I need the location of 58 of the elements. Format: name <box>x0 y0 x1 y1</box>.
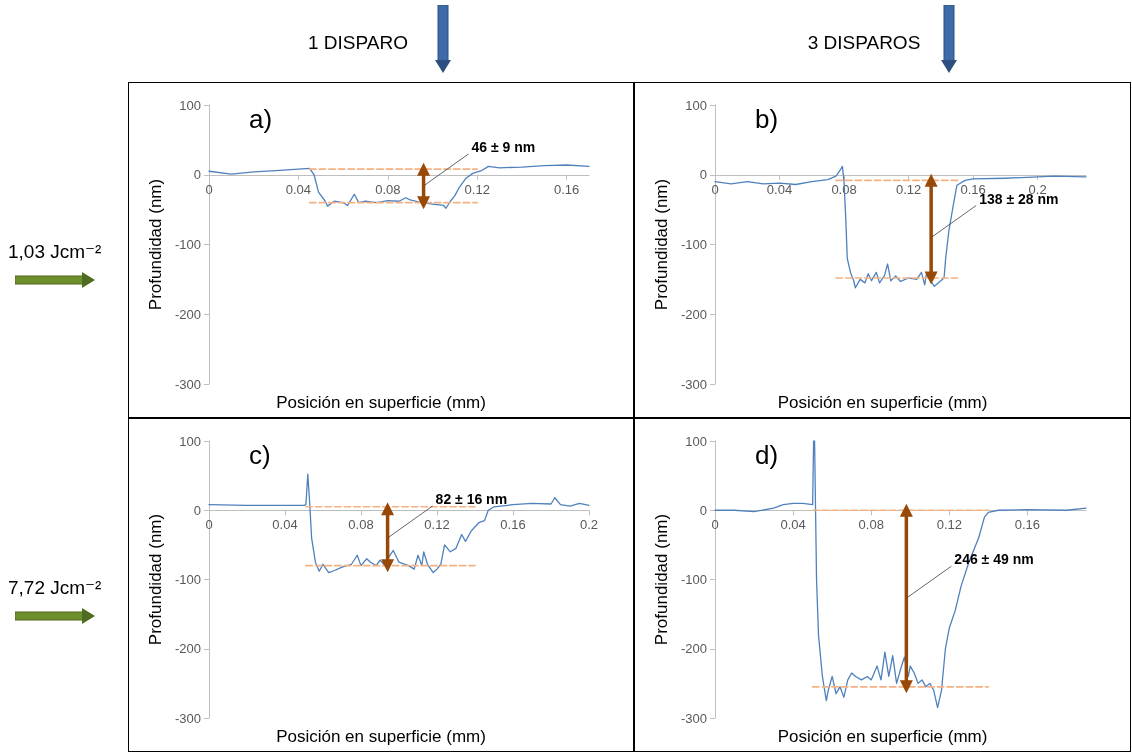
x-axis-title: Posición en superficie (mm) <box>276 727 486 746</box>
y-tick-label: 0 <box>699 502 707 518</box>
x-tick-label: 0.04 <box>272 517 298 533</box>
x-tick-label: 0.12 <box>895 181 922 197</box>
text: 7,72 Jcm⁻² <box>8 576 103 599</box>
y-axis-title: Profundidad (nm) <box>652 513 672 646</box>
text: 1 DISPARO <box>307 32 409 54</box>
y-tick-label: -200 <box>174 306 201 322</box>
y-tick-label: 100 <box>179 97 201 113</box>
x-axis-title: Posición en superficie (mm) <box>777 393 988 412</box>
x-tick-label: 0.16 <box>553 181 580 197</box>
y-tick-label: 0 <box>699 167 707 183</box>
y-tick-label: -300 <box>174 376 201 392</box>
x-tick-label: 0.04 <box>285 181 312 197</box>
x-tick-label: 0.12 <box>464 181 490 197</box>
y-tick-label: -100 <box>174 237 201 252</box>
x-axis-title: Posición en superficie (mm) <box>777 727 988 746</box>
y-tick-label: 100 <box>179 433 201 449</box>
x-tick-label: 0.08 <box>375 181 401 197</box>
y-tick-label: -100 <box>680 237 707 252</box>
y-tick-label: -100 <box>174 572 201 587</box>
x-tick-label: 0.04 <box>766 181 793 197</box>
x-tick-label: 0.08 <box>858 517 884 533</box>
y-tick-label: -200 <box>680 641 707 657</box>
y-tick-label: -100 <box>680 572 707 587</box>
chart-title: a) <box>249 104 273 134</box>
y-axis-title: Profundidad (nm) <box>146 178 166 311</box>
chart-title: d) <box>755 440 779 470</box>
y-axis-title: Profundidad (nm) <box>146 513 166 646</box>
x-tick-label: 0.12 <box>936 517 962 533</box>
annotation: 246 ± 49 nm <box>954 551 1034 568</box>
y-tick-label: 100 <box>685 97 707 113</box>
x-tick-label: 0.16 <box>1014 517 1041 533</box>
chart-title: c) <box>249 440 271 470</box>
x-tick-label: 0.2 <box>579 517 599 533</box>
x-tick-label: 0.12 <box>424 517 450 533</box>
text: 3 DISPAROS <box>806 32 922 54</box>
y-tick-label: -300 <box>680 376 707 392</box>
x-tick-label: 0 <box>205 517 213 533</box>
x-tick-label: 0.08 <box>348 517 374 533</box>
text: 1,03 Jcm⁻² <box>8 240 103 263</box>
chart-title: b) <box>755 104 779 134</box>
y-tick-label: 0 <box>193 167 201 183</box>
x-axis-title: Posición en superficie (mm) <box>276 393 486 412</box>
y-tick-label: -200 <box>174 641 201 657</box>
y-tick-label: -200 <box>680 306 707 322</box>
y-tick-label: -300 <box>680 710 707 726</box>
x-tick-label: 0.16 <box>500 517 526 533</box>
y-tick-label: 0 <box>193 502 201 518</box>
y-tick-label: -300 <box>174 710 201 726</box>
x-tick-label: 0.04 <box>780 517 806 533</box>
y-axis-title: Profundidad (nm) <box>652 178 672 311</box>
x-tick-label: 0 <box>711 517 719 533</box>
x-tick-label: 0 <box>711 181 719 197</box>
annotation: 46 ± 9 nm <box>471 138 536 155</box>
y-tick-label: 100 <box>685 433 707 449</box>
x-tick-label: 0 <box>205 181 213 197</box>
annotation: 82 ± 16 nm <box>435 490 508 507</box>
